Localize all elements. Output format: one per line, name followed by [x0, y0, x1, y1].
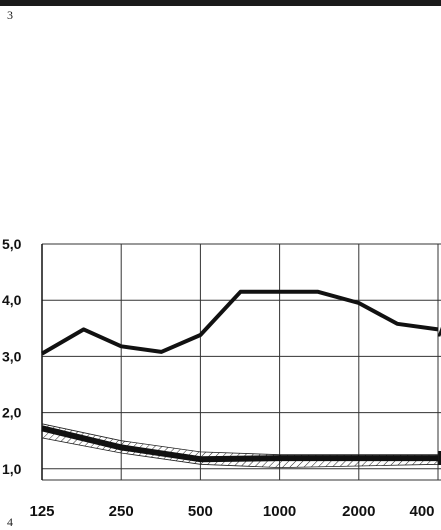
y-tick-label-1: 4,0 [2, 292, 22, 308]
x-axis-tick-labels: 125 250 500 1000 2000 400 [29, 503, 434, 520]
series-label-B: B [437, 448, 441, 470]
x-tick-label-3: 1000 [263, 503, 296, 520]
y-tick-label-0: 5,0 [2, 236, 22, 252]
y-tick-label-4: 1,0 [2, 461, 22, 477]
x-tick-label-0: 125 [29, 503, 54, 520]
chart-lines [42, 292, 438, 460]
y-tick-label-2: 3,0 [2, 348, 22, 364]
y-axis-tick-labels: 5,0 4,0 3,0 2,0 1,0 [2, 236, 22, 477]
y-tick-label-3: 2,0 [2, 405, 22, 421]
series-label-A: A [437, 319, 441, 341]
x-tick-label-4: 2000 [342, 503, 375, 520]
x-tick-label-1: 250 [109, 503, 134, 520]
series-line-A [42, 292, 438, 354]
x-tick-label-5: 400 [409, 503, 434, 520]
x-tick-label-2: 500 [188, 503, 213, 520]
